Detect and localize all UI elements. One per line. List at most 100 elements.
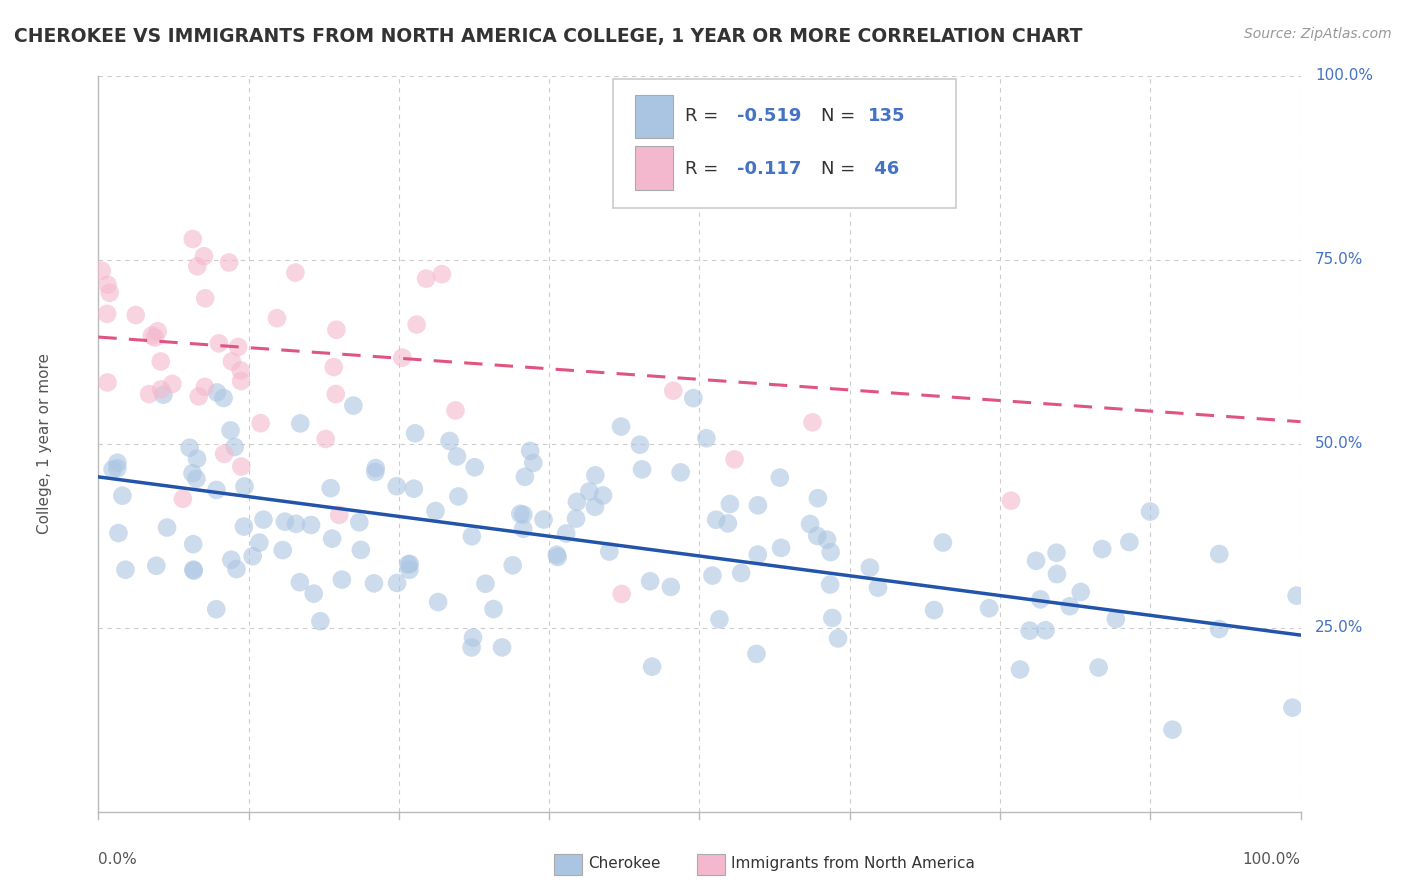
Text: 100.0%: 100.0% — [1315, 69, 1374, 83]
Text: N =: N = — [821, 161, 860, 178]
Point — [1045, 546, 1067, 560]
Text: CHEROKEE VS IMMIGRANTS FROM NORTH AMERICA COLLEGE, 1 YEAR OR MORE CORRELATION CH: CHEROKEE VS IMMIGRANTS FROM NORTH AMERIC… — [14, 27, 1083, 45]
Point — [533, 512, 555, 526]
Point — [1281, 700, 1303, 714]
Text: 50.0%: 50.0% — [1315, 436, 1364, 451]
Point — [769, 470, 792, 484]
Point — [638, 574, 661, 589]
Point — [284, 266, 307, 280]
Point — [385, 479, 408, 493]
Point — [364, 465, 387, 479]
Point — [186, 472, 208, 486]
Point — [628, 438, 651, 452]
Point — [221, 354, 243, 368]
Point — [444, 403, 467, 417]
Point — [288, 575, 311, 590]
Point — [717, 516, 740, 531]
Point — [143, 330, 166, 344]
Point — [194, 380, 217, 394]
Point — [325, 387, 347, 401]
Point — [461, 631, 484, 645]
Point — [546, 548, 568, 562]
Point — [730, 566, 752, 580]
Point — [396, 558, 419, 572]
Point — [194, 291, 217, 305]
Point — [704, 513, 727, 527]
Point — [183, 564, 205, 578]
Point — [474, 576, 496, 591]
Text: Immigrants from North America: Immigrants from North America — [731, 856, 974, 871]
Point — [866, 581, 889, 595]
FancyBboxPatch shape — [634, 95, 673, 138]
Point — [114, 563, 136, 577]
Point — [285, 516, 308, 531]
Point — [212, 391, 235, 405]
Point — [631, 462, 654, 476]
Point — [565, 495, 588, 509]
Point — [319, 481, 342, 495]
Text: 25.0%: 25.0% — [1315, 620, 1364, 635]
Point — [1029, 592, 1052, 607]
Point — [482, 602, 505, 616]
Point — [806, 529, 828, 543]
Text: Cherokee: Cherokee — [588, 856, 661, 871]
Point — [659, 580, 682, 594]
FancyBboxPatch shape — [634, 146, 673, 190]
Point — [266, 311, 288, 326]
Text: 0.0%: 0.0% — [98, 852, 138, 867]
Point — [610, 419, 633, 434]
Point — [96, 307, 118, 321]
Point — [349, 516, 371, 530]
Point — [641, 659, 664, 673]
Point — [682, 391, 704, 405]
Point — [583, 500, 606, 514]
Point — [187, 389, 209, 403]
Point — [509, 507, 531, 521]
Point — [172, 491, 194, 506]
Point — [149, 354, 172, 368]
Text: 135: 135 — [868, 107, 905, 125]
Point — [242, 549, 264, 564]
Point — [322, 360, 344, 375]
Point — [111, 489, 134, 503]
Point — [695, 431, 717, 445]
Point — [321, 532, 343, 546]
Point — [330, 573, 353, 587]
Point — [205, 483, 228, 497]
Text: Source: ZipAtlas.com: Source: ZipAtlas.com — [1244, 27, 1392, 41]
Point — [218, 255, 240, 269]
Point — [702, 568, 724, 582]
FancyBboxPatch shape — [613, 79, 956, 209]
Point — [226, 340, 249, 354]
Point — [299, 518, 322, 533]
Point — [818, 577, 841, 591]
Point — [799, 516, 821, 531]
Point — [231, 459, 253, 474]
Point — [592, 488, 614, 502]
Point — [342, 399, 364, 413]
Point — [932, 535, 955, 549]
Text: R =: R = — [685, 107, 724, 125]
Point — [512, 508, 534, 522]
Text: 75.0%: 75.0% — [1315, 252, 1364, 268]
Text: N =: N = — [821, 107, 860, 125]
Point — [219, 424, 242, 438]
Point — [249, 416, 271, 430]
Point — [328, 508, 350, 522]
Point — [152, 387, 174, 401]
Point — [325, 323, 347, 337]
Point — [447, 490, 470, 504]
Point — [96, 376, 118, 390]
Point — [1161, 723, 1184, 737]
Point — [179, 441, 201, 455]
Text: 46: 46 — [868, 161, 898, 178]
Point — [801, 415, 824, 429]
Point — [221, 553, 243, 567]
Point — [859, 560, 882, 574]
Point — [513, 470, 536, 484]
Point — [610, 587, 633, 601]
Point — [385, 576, 408, 591]
Point — [427, 595, 450, 609]
Point — [598, 544, 620, 558]
Point — [404, 426, 426, 441]
